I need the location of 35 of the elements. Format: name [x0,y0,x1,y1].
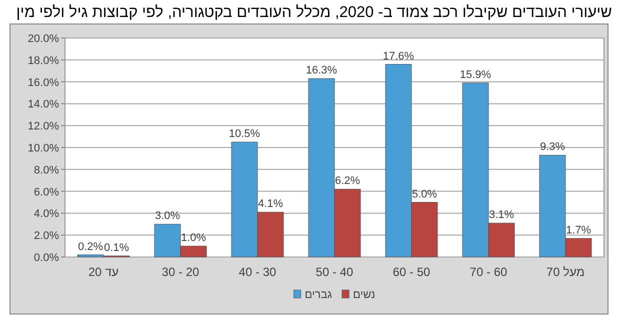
y-tick-label: 0.0% [34,252,60,264]
data-label: 15.9% [460,68,492,81]
chart-title: שיעורי העובדים שקיבלו רכב צמוד ב- 2020, מכלל העובדים בקטגוריה, לפי קבוצות גיל ולפי מין [16,4,612,21]
data-label: 1.7% [566,224,592,236]
x-tick-label: מעל 70 [546,265,585,279]
x-tick-label: 30 - 40 [238,265,277,279]
data-label: 16.3% [306,64,338,77]
data-label: 0.1% [104,242,130,254]
data-label: 17.6% [382,50,414,62]
y-tick-label: 14.0% [28,98,60,111]
y-tick-label: 8.0% [34,164,60,176]
data-label: 5.0% [412,188,438,200]
x-tick-label: 40 - 50 [316,265,354,279]
y-tick-label: 12.0% [28,120,60,133]
y-tick-label: 16.0% [28,76,60,89]
data-label: 9.3% [540,141,566,154]
data-label: 6.2% [334,175,360,188]
y-tick-label: 20.0% [28,33,60,45]
data-label: 1.0% [180,232,206,244]
data-label: 4.1% [258,198,284,210]
x-tick-label: 20 - 30 [162,265,200,279]
y-tick-label: 10.0% [28,142,60,154]
legend-label: גברים [304,289,332,301]
x-tick-label: 50 - 60 [392,265,431,279]
legend-label: נשים [353,289,376,301]
y-tick-label: 4.0% [34,208,60,220]
data-label: 3.0% [154,210,180,222]
y-tick-label: 18.0% [28,54,60,67]
data-label: 10.5% [228,128,260,140]
data-label: 3.1% [488,209,514,222]
y-tick-label: 2.0% [34,230,60,242]
data-label: 0.2% [78,240,104,253]
x-tick-label: 60 - 70 [470,265,508,279]
x-tick-label: עד 20 [88,265,119,279]
y-tick-label: 6.0% [34,186,60,198]
